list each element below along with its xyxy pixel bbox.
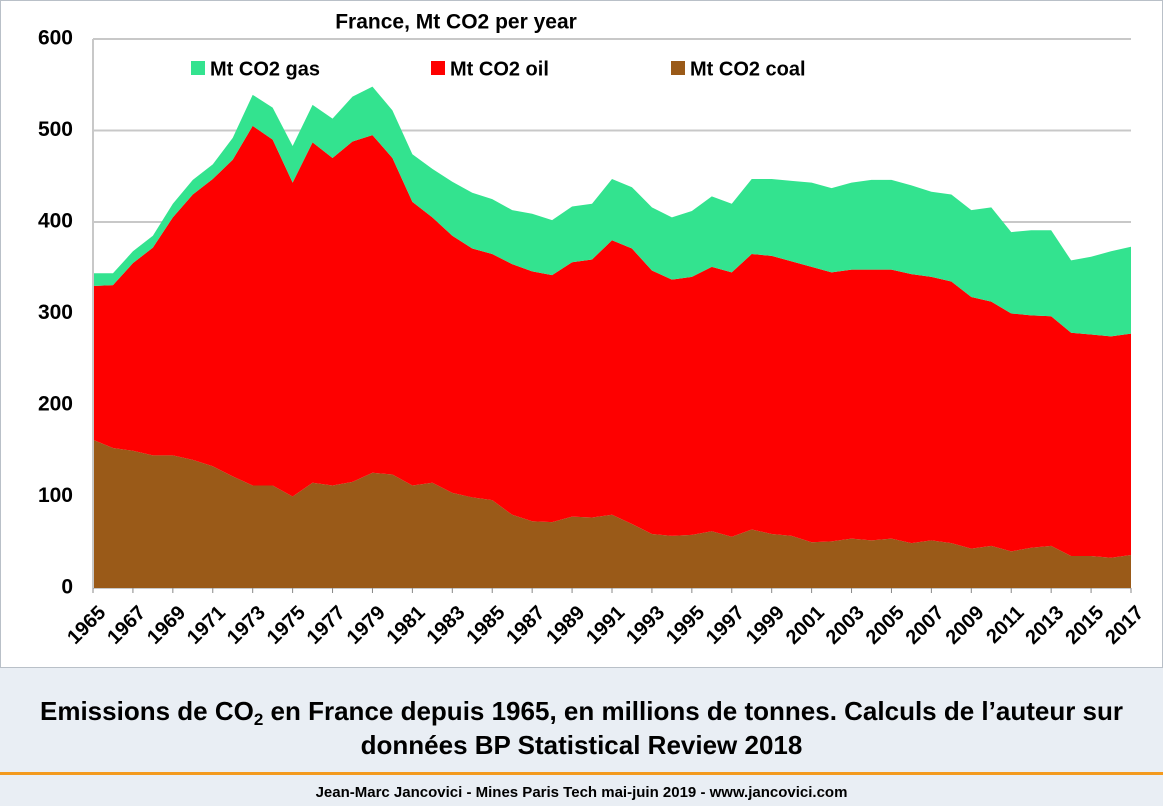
caption-subscript: 2 [253, 710, 264, 729]
x-tick-label: 1995 [662, 602, 709, 649]
legend-swatch [191, 61, 205, 75]
x-tick-label: 1975 [263, 602, 310, 649]
y-tick-label: 0 [61, 576, 73, 599]
x-tick-label: 1985 [462, 602, 509, 649]
x-tick-label: 2013 [1021, 602, 1068, 649]
y-tick-label: 200 [38, 393, 73, 416]
legend-label: Mt CO2 coal [690, 58, 806, 80]
x-tick-label: 1973 [223, 602, 270, 649]
legend-label: Mt CO2 gas [210, 58, 320, 80]
area [93, 439, 1131, 588]
footer: Jean-Marc Jancovici - Mines Paris Tech m… [315, 784, 848, 801]
y-tick-label: 500 [38, 118, 73, 141]
y-tick-label: 600 [38, 27, 73, 50]
legend-label: Mt CO2 oil [450, 58, 549, 80]
caption-text: Emissions de CO [40, 696, 254, 726]
x-tick-label: 2001 [782, 602, 829, 649]
x-tick-label: 2017 [1101, 602, 1148, 649]
x-tick-label: 1971 [183, 602, 230, 649]
area [93, 125, 1131, 558]
legend-swatch [671, 61, 685, 75]
x-tick-label: 1977 [303, 602, 350, 649]
y-tick-label: 300 [38, 301, 73, 324]
x-tick-label: 2005 [862, 602, 909, 649]
y-tick-label: 400 [38, 210, 73, 233]
x-tick-label: 1991 [582, 602, 629, 649]
chart: France, Mt CO2 per year 0 100 200 300 400 500… [38, 11, 1148, 649]
divider [0, 772, 1163, 775]
x-tick-label: 2009 [942, 602, 989, 649]
x-tick-label: 2015 [1061, 602, 1108, 649]
x-tick-label: 1965 [63, 602, 110, 649]
x-tick-label: 2011 [982, 602, 1028, 648]
y-tick-label: 100 [38, 484, 73, 507]
caption-text: en France depuis 1965, en millions de to… [263, 696, 1124, 760]
x-tick-label: 1981 [383, 602, 430, 649]
area [93, 86, 1131, 337]
x-tick-label: 1999 [742, 602, 789, 649]
x-tick-label: 1989 [542, 602, 589, 649]
x-tick-label: 1969 [143, 602, 190, 649]
x-tick-label: 2007 [902, 602, 949, 649]
x-tick-label: 1997 [702, 602, 749, 649]
chart-panel: France, Mt CO2 per year 0 100 200 300 400 500… [0, 0, 1163, 668]
x-tick-label: 1987 [502, 602, 549, 649]
x-tick-label: 1967 [103, 602, 150, 649]
x-tick-label: 1979 [343, 602, 390, 649]
x-tick-label: 1993 [622, 602, 669, 649]
chart-title: France, Mt CO2 per year [335, 11, 577, 34]
caption: Emissions de CO2 en France depuis 1965, … [40, 694, 1123, 762]
x-tick-label: 2003 [822, 602, 869, 649]
x-tick-label: 1983 [423, 602, 470, 649]
legend-swatch [431, 61, 445, 75]
